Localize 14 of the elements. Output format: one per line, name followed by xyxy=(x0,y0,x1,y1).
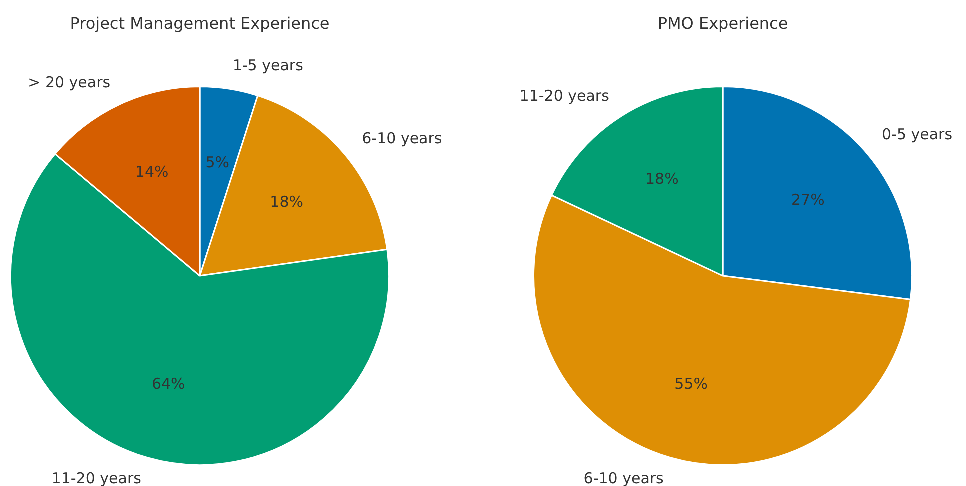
slice-label: 0-5 years xyxy=(882,126,953,144)
chart-title: Project Management Experience xyxy=(70,14,330,34)
data-label: 18% xyxy=(645,170,679,188)
slice-label: 11-20 years xyxy=(520,86,610,105)
data-label: 5% xyxy=(206,154,230,172)
data-label: 55% xyxy=(674,374,708,393)
chart-title: PMO Experience xyxy=(658,14,788,34)
slice-label: 6-10 years xyxy=(362,129,442,148)
slice-label: 1-5 years xyxy=(232,56,304,74)
data-label: 27% xyxy=(792,190,825,209)
slice-label: > 20 years xyxy=(28,74,111,92)
data-label: 14% xyxy=(135,162,169,181)
data-label: 64% xyxy=(152,375,186,394)
data-label: 18% xyxy=(270,192,304,211)
